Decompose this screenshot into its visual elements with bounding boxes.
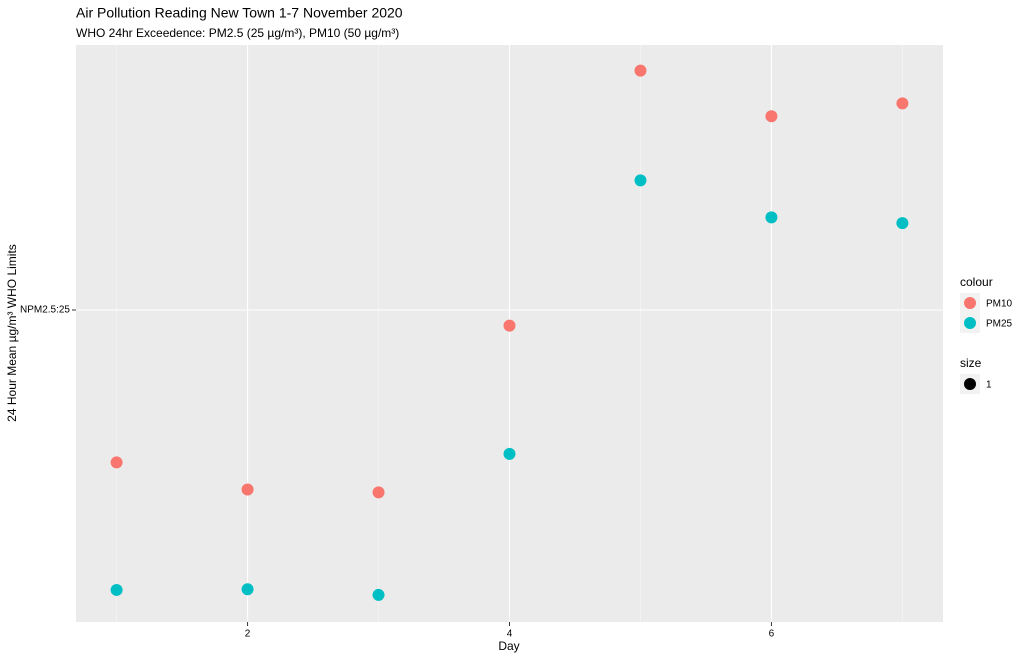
point [503, 319, 516, 332]
point [241, 583, 254, 596]
point [634, 64, 647, 77]
chart-subtitle: WHO 24hr Exceedence: PM2.5 (25 µg/m³), P… [76, 26, 399, 40]
x-tick-label: 6 [769, 629, 775, 640]
size-legend-title: size [960, 356, 982, 370]
y-tick-label: NPM2.5:25 [20, 305, 70, 316]
point [765, 110, 778, 123]
point [896, 97, 909, 110]
point [372, 588, 385, 601]
legend-symbol [964, 317, 976, 329]
point [110, 456, 123, 469]
x-tick-label: 4 [507, 629, 513, 640]
legend-label: PM10 [986, 299, 1013, 310]
chart-title: Air Pollution Reading New Town 1-7 Novem… [76, 5, 403, 21]
legend-title: colour [960, 275, 993, 289]
x-tick-label: 2 [245, 629, 251, 640]
legend-symbol [964, 297, 976, 309]
point [503, 447, 516, 460]
size-legend-symbol [964, 378, 976, 390]
size-legend-label: 1 [986, 380, 992, 391]
point [634, 174, 647, 187]
point [896, 217, 909, 230]
point [765, 211, 778, 224]
legend-label: PM25 [986, 319, 1013, 330]
point [372, 486, 385, 499]
point [241, 483, 254, 496]
x-axis-label: Day [498, 639, 519, 653]
y-axis-label: 24 Hour Mean µg/m³ WHO Limits [5, 244, 19, 422]
point [110, 583, 123, 596]
